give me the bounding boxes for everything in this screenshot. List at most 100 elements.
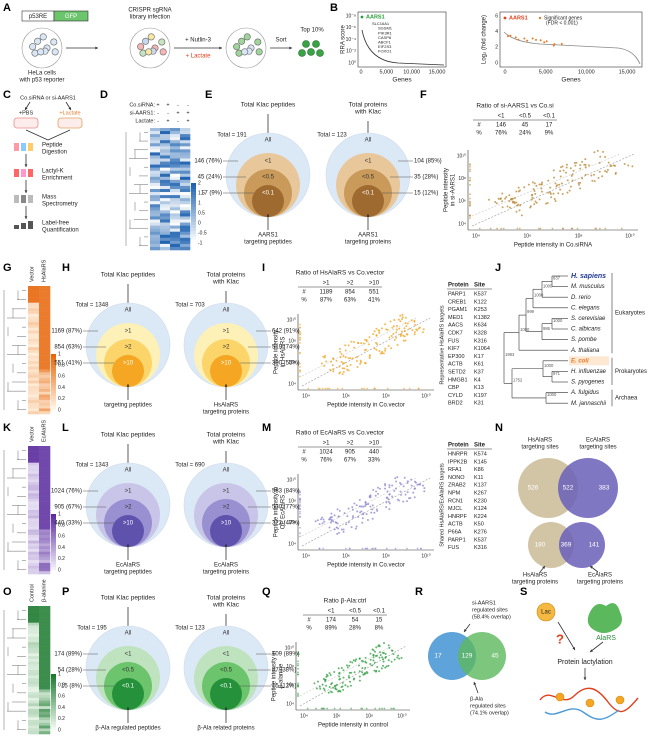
heatmap-cell xyxy=(28,352,40,356)
point xyxy=(413,487,416,490)
heatmap-cell xyxy=(28,650,40,654)
label: A. fulgidus xyxy=(570,390,599,396)
point xyxy=(339,356,342,359)
label: 10⁴ xyxy=(458,221,466,227)
heatmap-cell xyxy=(28,656,40,660)
label: - xyxy=(157,118,159,124)
label: - xyxy=(167,110,169,116)
point xyxy=(414,323,417,326)
panel-letter: K xyxy=(3,422,11,434)
heatmap-cell xyxy=(150,189,161,193)
arrow-head xyxy=(224,384,228,387)
label: with p53 reporter xyxy=(18,78,64,84)
label: 9% xyxy=(545,131,554,137)
point xyxy=(343,362,346,365)
point xyxy=(539,227,542,230)
heatmap-cell xyxy=(28,457,40,461)
label: K17 xyxy=(474,354,484,360)
label: 10¹⁰ xyxy=(457,153,466,159)
point xyxy=(403,329,406,332)
point xyxy=(394,487,397,490)
label: 905 (67%) xyxy=(54,505,82,511)
label: <1 xyxy=(365,159,373,165)
heatmap-cell xyxy=(39,675,51,679)
point xyxy=(391,495,394,498)
point xyxy=(508,194,511,197)
heatmap-cell xyxy=(39,720,51,724)
heatmap-cell xyxy=(160,216,171,220)
heatmap-cell xyxy=(28,311,40,315)
label: 17 (9%) xyxy=(201,191,222,197)
colorbar-step xyxy=(51,370,56,374)
point xyxy=(381,350,384,353)
label: 10⁶ xyxy=(524,233,532,239)
point xyxy=(342,530,345,533)
point xyxy=(341,681,344,684)
colorbar-step xyxy=(51,710,56,714)
heatmap-cell xyxy=(150,234,161,239)
heatmap-cell xyxy=(28,451,40,455)
point xyxy=(566,191,569,194)
label: 10¹⁰ xyxy=(397,713,406,719)
label: β-alanine xyxy=(41,579,47,602)
point xyxy=(570,174,573,177)
point xyxy=(299,342,301,344)
point xyxy=(423,487,426,490)
heatmap-cell xyxy=(39,614,51,618)
point xyxy=(297,692,299,695)
label: 10⁻² xyxy=(346,49,356,55)
heatmap-cell xyxy=(39,546,51,550)
colorbar-step xyxy=(51,519,56,523)
point xyxy=(336,508,339,511)
point xyxy=(620,227,623,230)
point xyxy=(496,227,498,230)
label: 47 (38%) xyxy=(272,668,296,674)
sorted-cell xyxy=(312,40,320,48)
point xyxy=(404,493,407,496)
point xyxy=(399,320,402,323)
heatmap-cell xyxy=(39,683,51,687)
label: Peptide intensity in xyxy=(274,487,280,537)
label: AARS1 xyxy=(258,233,278,239)
label: C. elegans xyxy=(571,305,600,311)
heatmap-cell xyxy=(180,155,191,159)
point xyxy=(336,387,339,390)
nested-circle xyxy=(252,185,284,217)
label: K86 xyxy=(474,467,484,473)
heatmap-cell xyxy=(170,167,181,171)
label: 45 xyxy=(522,123,529,129)
heatmap-cell xyxy=(160,222,171,226)
point xyxy=(378,331,381,334)
point xyxy=(395,324,398,327)
label: 1000 xyxy=(547,392,557,397)
label: 1024 xyxy=(319,450,333,456)
point xyxy=(325,360,328,363)
point xyxy=(385,501,388,504)
label: >1 xyxy=(223,329,231,335)
point xyxy=(299,326,301,329)
rra-curve xyxy=(361,29,445,66)
venn-circle xyxy=(458,632,506,680)
heatmap-cell xyxy=(28,611,40,615)
cell xyxy=(139,49,147,57)
label: All xyxy=(125,631,132,637)
point xyxy=(299,362,301,365)
label: <0.5 xyxy=(122,668,135,674)
heatmap-cell xyxy=(160,213,171,217)
point xyxy=(572,169,575,172)
heatmap-cell xyxy=(28,717,40,721)
sig-point xyxy=(539,39,542,42)
arrow-head xyxy=(126,544,130,547)
heatmap-cell xyxy=(28,305,40,309)
point xyxy=(398,327,401,330)
label: 15,000 xyxy=(619,69,636,75)
label: RFA1 xyxy=(448,467,462,473)
heatmap-cell xyxy=(160,131,171,135)
point xyxy=(416,547,419,550)
point xyxy=(501,192,504,195)
label: 1000 xyxy=(553,318,563,323)
point xyxy=(609,165,612,168)
protein xyxy=(544,708,620,720)
point xyxy=(297,667,299,670)
label: >1 xyxy=(125,489,133,495)
